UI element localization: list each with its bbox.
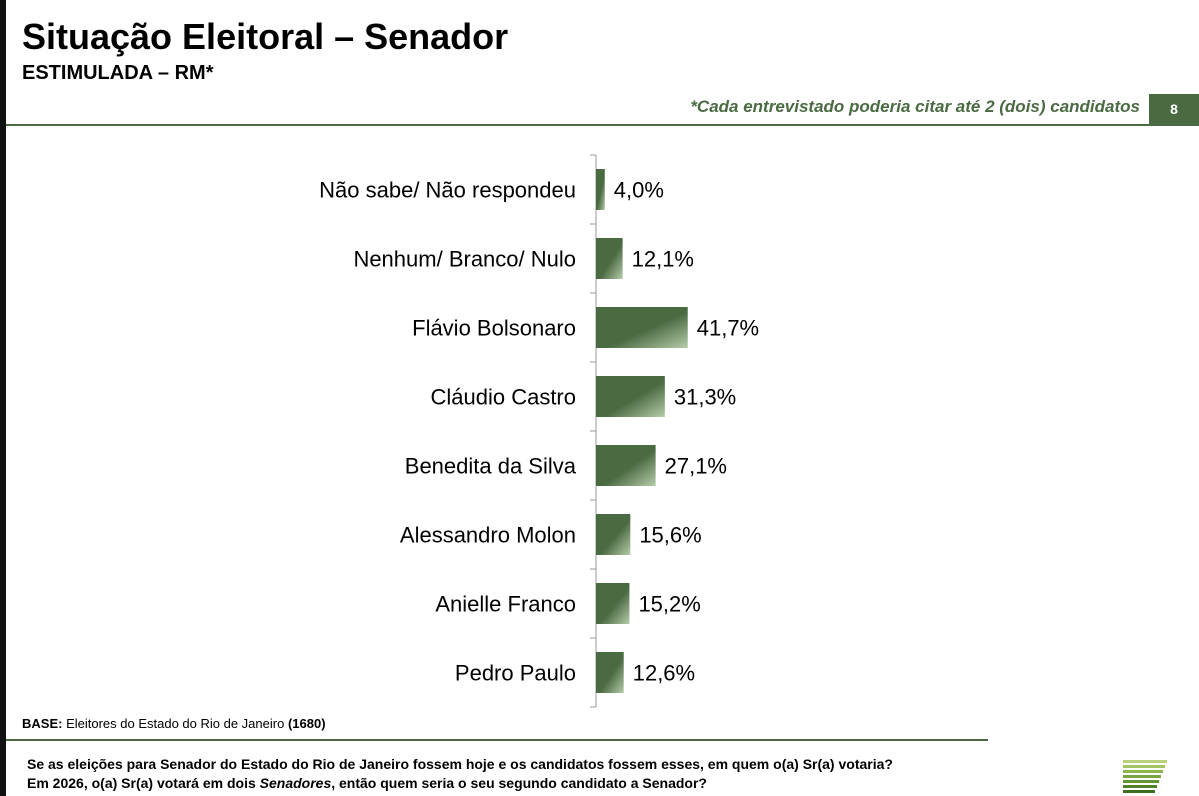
page-title: Situação Eleitoral – Senador [22,16,509,57]
logo-icon [1123,760,1167,793]
category-label: Anielle Franco [435,592,576,617]
bar [596,652,624,693]
data-label: 27,1% [665,454,727,479]
data-label: 15,6% [639,523,701,548]
header-divider [6,124,1199,126]
page-subtitle: ESTIMULADA – RM* [22,62,214,84]
left-border [0,0,6,796]
question-line-2: Em 2026, o(a) Sr(a) votará em dois Senad… [27,774,893,793]
data-label: 12,6% [633,661,695,686]
question-line-2-suffix: , então quem seria o seu segundo candida… [331,775,707,791]
category-label: Pedro Paulo [455,661,576,686]
bar [596,445,656,486]
category-label: Cláudio Castro [430,385,576,410]
bar [596,514,631,555]
data-label: 31,3% [674,385,736,410]
category-label: Flávio Bolsonaro [412,316,576,341]
category-label: Alessandro Molon [400,523,576,548]
bar [596,169,605,210]
survey-question: Se as eleições para Senador do Estado do… [27,755,893,793]
base-count: (1680) [287,716,326,731]
category-label: Nenhum/ Branco/ Nulo [353,247,576,272]
bar [596,583,630,624]
question-line-1: Se as eleições para Senador do Estado do… [27,756,893,772]
bar [596,307,688,348]
question-line-2-prefix: Em 2026, o(a) Sr(a) votará em dois [27,775,260,791]
question-line-2-emphasis: Senadores [259,775,332,791]
category-label: Não sabe/ Não respondeu [319,178,576,203]
data-label: 15,2% [638,592,700,617]
base-text: Eleitores do Estado do Rio de Janeiro [66,716,285,731]
bar-chart: Não sabe/ Não respondeu 4,0% Nenhum/ Branc… [319,154,759,708]
data-label: 41,7% [697,316,759,341]
base-label: BASE: [22,716,63,731]
page-number: 8 [1149,94,1199,124]
footer-divider [6,739,988,741]
base-note: BASE: Eleitores do Estado do Rio de Jane… [22,716,326,731]
data-label: 4,0% [614,178,664,203]
data-label: 12,1% [632,247,694,272]
bar [596,376,665,417]
bar [596,238,623,279]
category-label: Benedita da Silva [405,454,577,479]
footnote-note: *Cada entrevistado poderia citar até 2 (… [690,97,1140,116]
